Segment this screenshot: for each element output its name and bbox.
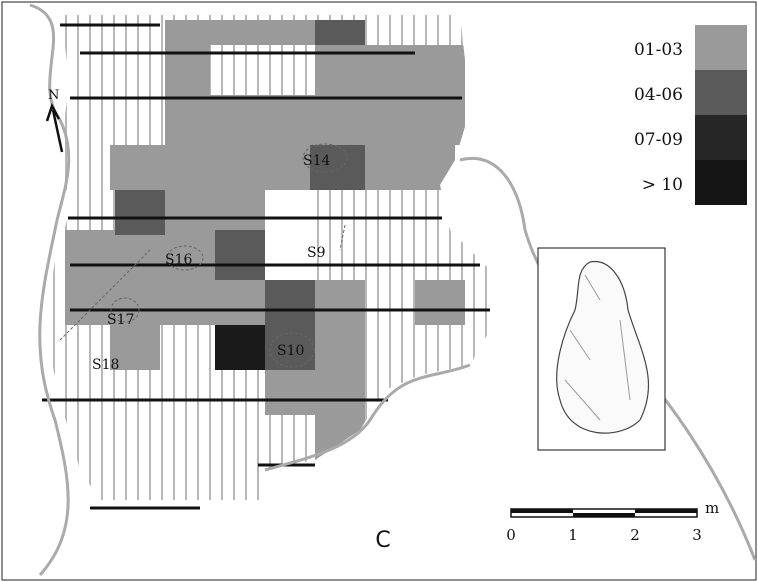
site-label: S17	[107, 312, 134, 328]
legend-label: 04-06	[634, 85, 683, 105]
legend-label: 01-03	[634, 40, 683, 60]
north-label: N	[48, 88, 59, 103]
panel-label: C	[375, 528, 390, 553]
legend-swatch	[695, 115, 747, 160]
section-lines	[42, 23, 490, 510]
legend-swatch	[695, 70, 747, 115]
scale-tick-label: 1	[568, 526, 578, 544]
site-label: S14	[303, 153, 330, 169]
scale-tick-label: 3	[692, 526, 702, 544]
north-arrow	[45, 102, 64, 153]
legend-swatch	[695, 25, 747, 70]
legend: 01-03 04-06 07-09 > 10	[634, 25, 747, 205]
site-label: S16	[165, 252, 192, 268]
scale-unit: m	[705, 499, 719, 517]
site-label: S10	[277, 343, 304, 359]
legend-label: 07-09	[634, 130, 683, 150]
site-label: S9	[307, 245, 326, 261]
scale-tick-label: 2	[630, 526, 640, 544]
scale-bar	[510, 508, 698, 518]
legend-label: > 10	[642, 175, 683, 195]
artifact-drawing	[556, 261, 650, 434]
scale-tick-label: 0	[506, 526, 516, 544]
legend-swatch	[695, 160, 747, 205]
artifact-detail	[564, 274, 631, 421]
site-label: S18	[92, 357, 119, 373]
feature-outlines	[59, 143, 348, 368]
